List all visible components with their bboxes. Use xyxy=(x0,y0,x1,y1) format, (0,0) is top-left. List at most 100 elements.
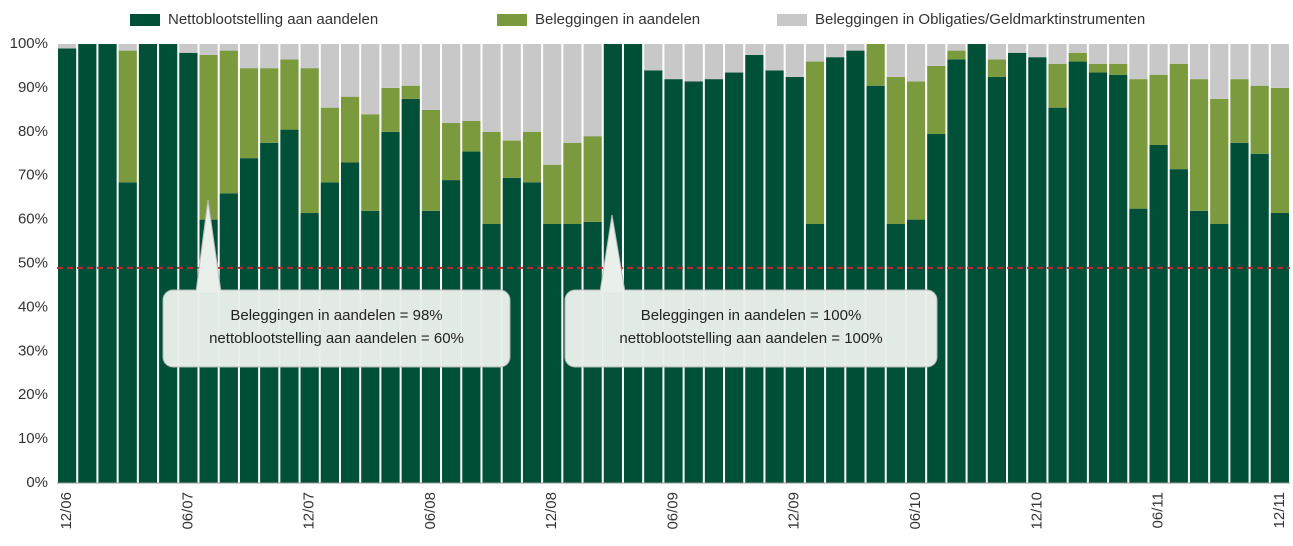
bar-segment xyxy=(644,44,663,71)
bar-segment xyxy=(239,44,259,69)
bar-segment xyxy=(78,44,97,483)
bar-segment xyxy=(58,48,77,483)
y-tick-label: 80% xyxy=(18,123,48,140)
legend-swatch xyxy=(777,14,807,26)
callout-text: nettoblootstelling aan aandelen = 100% xyxy=(619,330,882,347)
bar-segment xyxy=(1189,210,1209,483)
bar-segment xyxy=(482,131,501,224)
bar-segment xyxy=(280,59,299,130)
x-tick-label: 06/08 xyxy=(422,492,439,530)
bar-segment xyxy=(664,79,683,484)
bar-segment xyxy=(159,44,178,483)
bar-segment xyxy=(1068,52,1087,62)
bar-segment xyxy=(906,44,926,82)
bar-segment xyxy=(1149,44,1168,75)
bar-segment xyxy=(1149,74,1168,145)
bar-segment xyxy=(947,59,966,484)
bar-segment xyxy=(1028,57,1047,484)
bar-segment xyxy=(1270,213,1289,483)
bar-segment xyxy=(1250,85,1269,154)
bar-segment xyxy=(1230,79,1249,143)
x-tick-label: 12/10 xyxy=(1028,492,1045,530)
bar-segment xyxy=(1149,144,1168,483)
x-tick-label: 12/08 xyxy=(543,492,560,530)
bar-segment xyxy=(765,44,784,71)
bar-segment xyxy=(906,81,926,220)
legend-label: Beleggingen in aandelen xyxy=(535,11,700,28)
bar-segment xyxy=(320,44,339,108)
bar-segment xyxy=(421,109,441,211)
bar-segment xyxy=(1250,44,1269,86)
bar-segment xyxy=(401,85,420,99)
bar-segment xyxy=(1109,44,1128,64)
bar-segment xyxy=(239,68,259,159)
bar-segment xyxy=(219,50,238,194)
bar-segment xyxy=(684,44,703,82)
bar-segment xyxy=(704,79,724,484)
bar-segment xyxy=(644,70,663,483)
bar-segment xyxy=(927,44,946,66)
bar-segment xyxy=(1048,107,1067,483)
bar-segment xyxy=(704,44,724,80)
bar-segment xyxy=(826,44,845,58)
bar-segment xyxy=(866,85,885,483)
bar-segment xyxy=(967,44,986,483)
x-tick-label: 12/11 xyxy=(1271,492,1288,528)
callout-text: nettoblootstelling aan aandelen = 60% xyxy=(209,330,464,347)
y-tick-label: 60% xyxy=(18,211,48,228)
bar-segment xyxy=(1169,63,1188,170)
bar-segment xyxy=(1068,44,1087,53)
bar-segment xyxy=(987,59,1007,77)
bar-segment xyxy=(280,44,299,60)
bar-segment xyxy=(300,44,319,69)
bar-segment xyxy=(462,44,481,121)
bar-segment xyxy=(1210,223,1229,484)
callout-box xyxy=(564,289,938,368)
callout-box xyxy=(162,289,511,368)
bar-segment xyxy=(805,61,825,224)
bar-segment xyxy=(1169,44,1188,64)
bar-segment xyxy=(1250,153,1269,483)
bar-segment xyxy=(361,114,380,211)
bar-segment xyxy=(300,68,319,214)
bar-segment xyxy=(866,44,885,86)
bar-segment xyxy=(502,44,521,141)
bar-segment xyxy=(785,44,804,77)
bar-segment xyxy=(947,50,966,60)
bar-segment xyxy=(1008,44,1027,53)
bar-segment xyxy=(583,44,602,137)
bar-segment xyxy=(442,123,461,181)
bar-segment xyxy=(623,44,643,483)
bar-segment xyxy=(745,54,764,483)
bar-segment xyxy=(927,65,946,134)
bar-segment xyxy=(1129,44,1148,80)
bar-segment xyxy=(1169,169,1188,484)
bar-segment xyxy=(320,107,339,183)
bar-segment xyxy=(118,50,137,183)
y-tick-label: 10% xyxy=(18,430,48,447)
bar-segment xyxy=(442,44,461,124)
bar-segment xyxy=(260,44,279,69)
bar-segment xyxy=(543,44,562,165)
y-tick-label: 100% xyxy=(10,35,48,52)
bar-segment xyxy=(1088,44,1108,64)
callout: Beleggingen in aandelen = 100% nettobloot… xyxy=(564,214,938,368)
bar-segment xyxy=(522,44,542,132)
bar-segment xyxy=(1109,74,1128,483)
bar-segment xyxy=(805,44,825,62)
bar-segment xyxy=(725,72,744,483)
bar-segment xyxy=(1210,44,1229,99)
bar-segment xyxy=(1270,87,1289,214)
bar-segment xyxy=(522,182,542,483)
bar-segment xyxy=(1230,44,1249,80)
bar-segment xyxy=(684,81,703,483)
bar-segment xyxy=(381,44,400,88)
bar-segment xyxy=(98,44,117,483)
bar-segment xyxy=(381,87,400,132)
bar-segment xyxy=(361,44,380,115)
legend-swatch xyxy=(130,14,160,26)
bar-segment xyxy=(947,44,966,51)
y-tick-label: 0% xyxy=(26,474,48,491)
bar-segment xyxy=(765,70,784,483)
